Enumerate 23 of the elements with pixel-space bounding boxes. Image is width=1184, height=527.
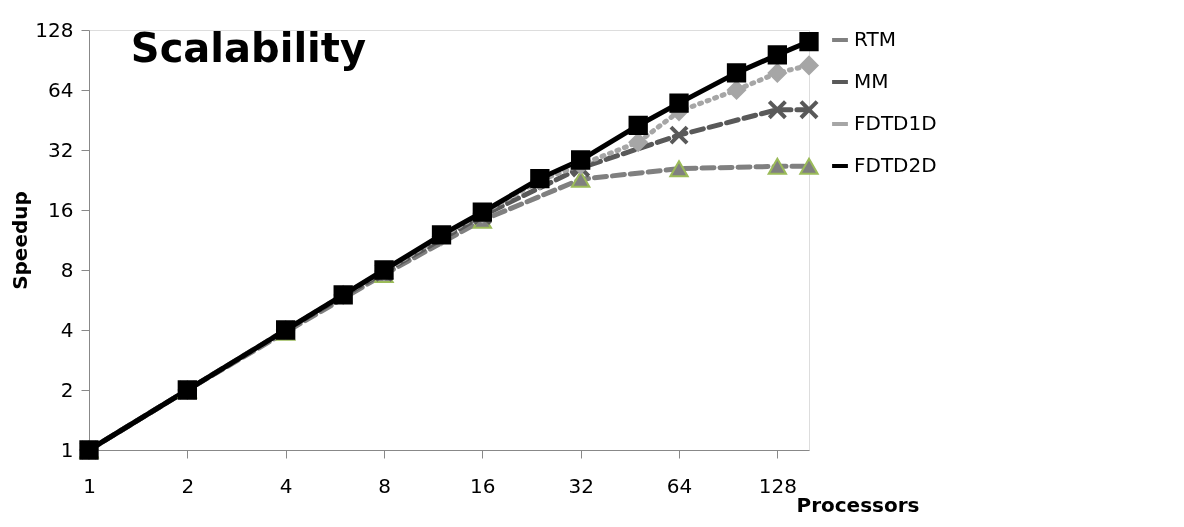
y-tick-label: 8 xyxy=(60,257,74,282)
y-axis-title: Speedup xyxy=(8,191,33,290)
x-tick-label: 64 xyxy=(666,473,693,498)
y-tick-label: 32 xyxy=(48,137,74,162)
y-tick-label: 1 xyxy=(60,437,74,462)
x-tick-label: 1 xyxy=(83,473,96,498)
x-tick-label: 32 xyxy=(568,473,594,498)
legend-label: MM xyxy=(854,69,889,93)
y-tick-label: 64 xyxy=(48,77,74,102)
y-tick-label: 2 xyxy=(60,377,74,402)
y-tick-label: 4 xyxy=(60,317,74,342)
x-tick-label: 4 xyxy=(279,473,293,498)
x-tick-label: 128 xyxy=(758,473,797,498)
x-tick-label: 2 xyxy=(181,473,195,498)
legend-label: FDTD1D xyxy=(854,111,937,135)
legend-label: FDTD2D xyxy=(854,153,937,177)
x-tick-label: 8 xyxy=(378,473,391,498)
chart-title: Scalability xyxy=(130,25,367,71)
x-tick-label: 16 xyxy=(470,473,496,498)
x-axis-title: Processors xyxy=(796,492,920,517)
y-tick-label: 128 xyxy=(35,17,74,42)
y-tick-label: 16 xyxy=(48,197,74,222)
legend-label: RTM xyxy=(854,27,896,51)
